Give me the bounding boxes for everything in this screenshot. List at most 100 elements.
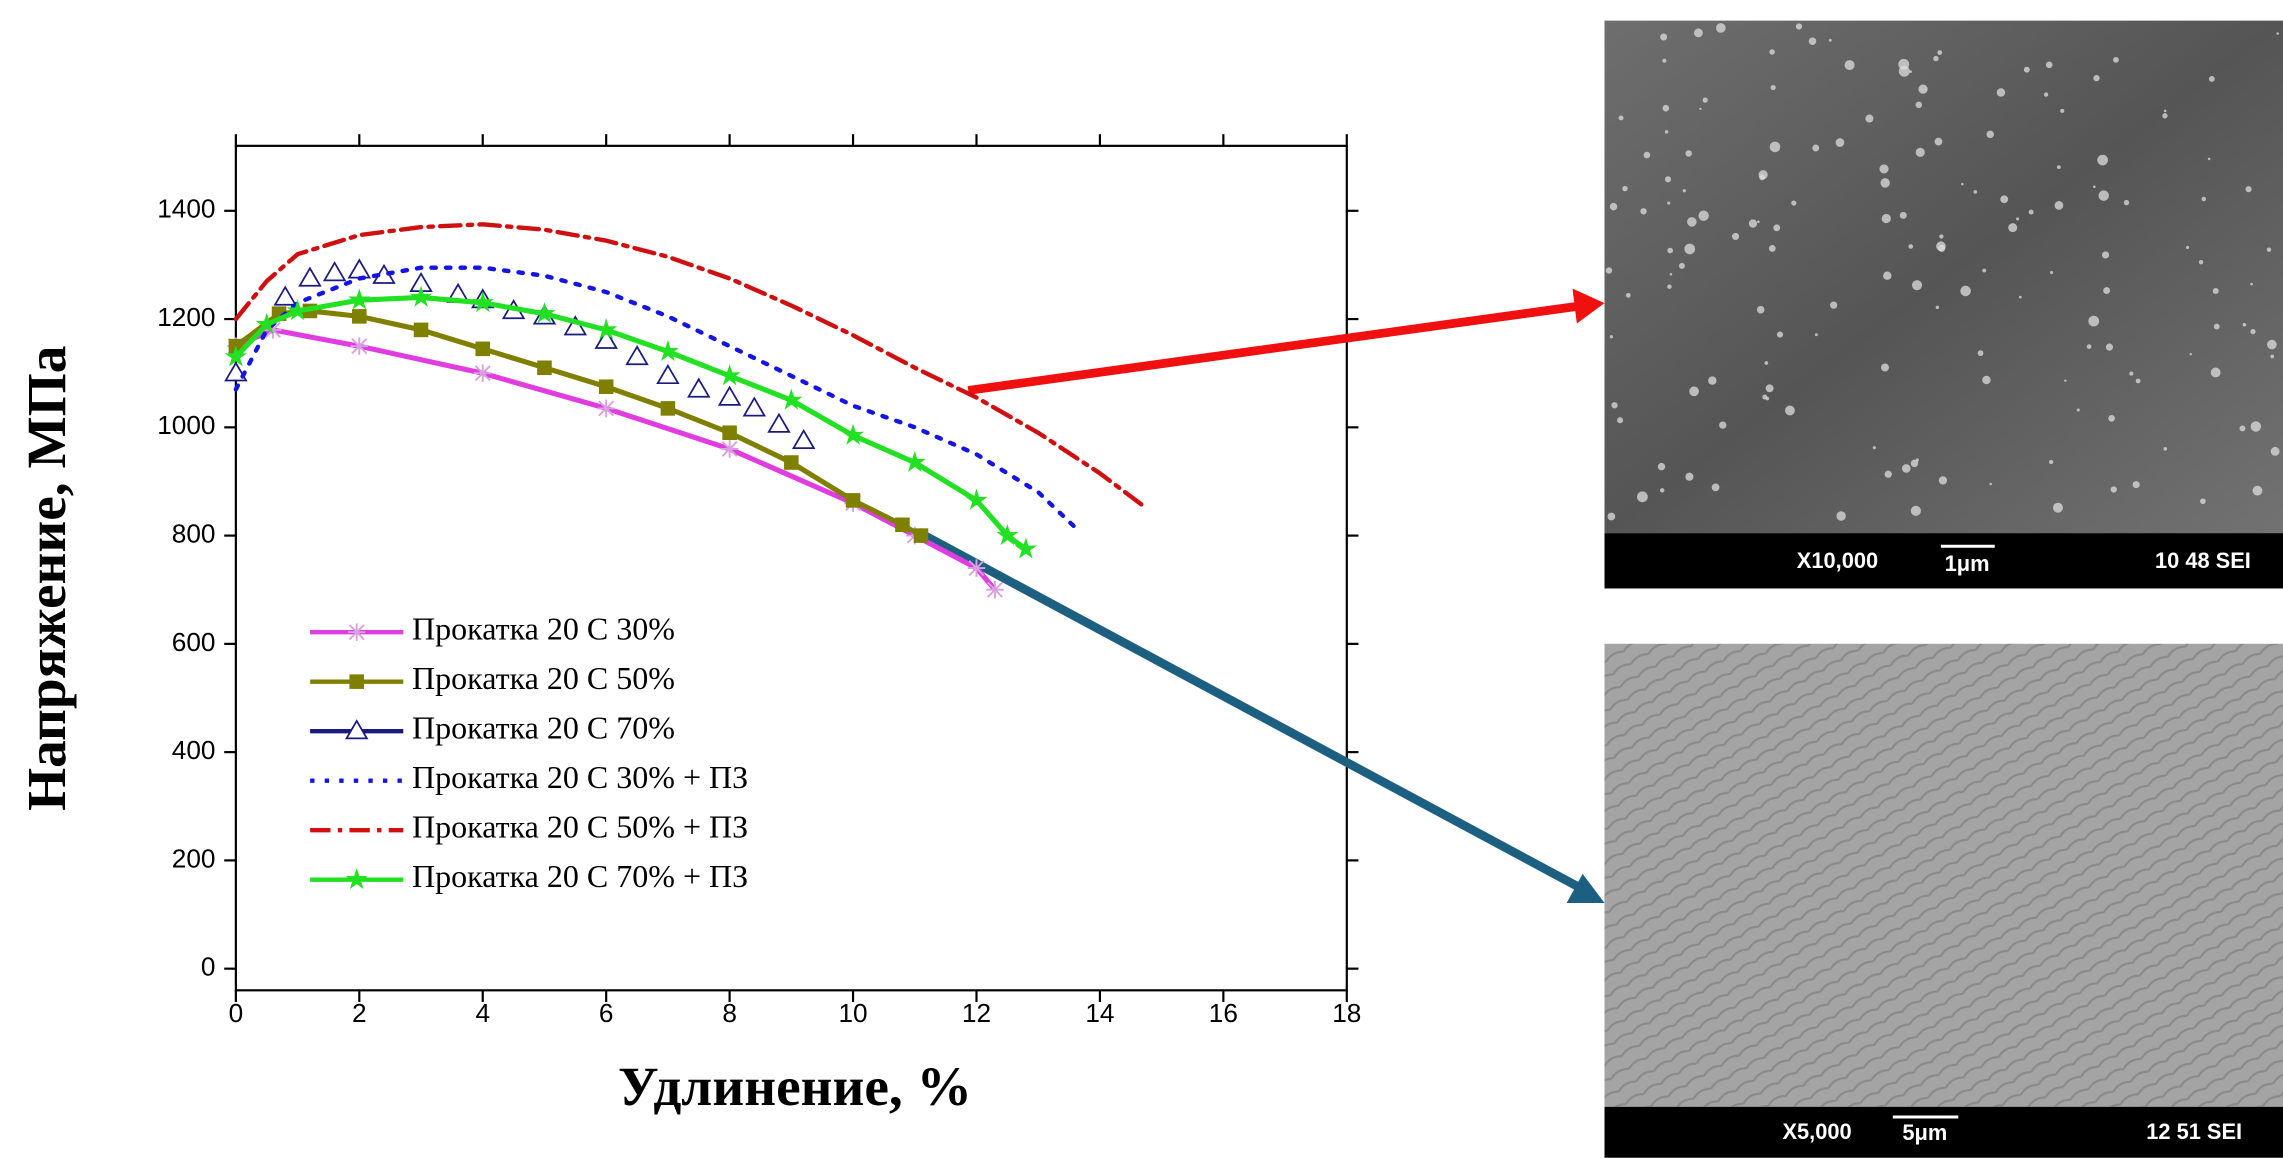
particle [2129, 372, 2133, 376]
scale: 1μm [1945, 551, 1990, 576]
legend-label: Прокатка 20 С 50% + ПЗ [412, 809, 748, 845]
legend-label: Прокатка 20 С 30% + ПЗ [412, 759, 748, 795]
marker [744, 398, 764, 415]
particle [1771, 85, 1776, 90]
x-tick-label: 6 [599, 998, 614, 1028]
particle [1719, 421, 1726, 428]
particle [2019, 296, 2022, 299]
particle [2200, 498, 2206, 504]
particle [1703, 98, 1708, 103]
particle [2186, 246, 2189, 249]
particle [1845, 60, 1855, 70]
arrow [920, 533, 1581, 888]
particle [1757, 306, 1765, 314]
particle [1685, 473, 1693, 481]
particle [1830, 302, 1837, 309]
particle [2099, 190, 2109, 200]
particle [1978, 350, 1984, 356]
y-tick-label: 600 [172, 627, 216, 657]
particle [2251, 421, 2261, 431]
particle [2008, 223, 2017, 232]
particle [1982, 376, 1990, 384]
particle [1987, 131, 1994, 138]
particle [2049, 460, 2053, 464]
x-tick-label: 10 [838, 998, 867, 1028]
particle [2000, 195, 2008, 203]
particle [1708, 376, 1716, 384]
x-tick-label: 2 [352, 998, 367, 1028]
particle [1936, 306, 1939, 309]
particle [1898, 59, 1909, 70]
particle [1698, 210, 1708, 220]
marker [689, 379, 709, 396]
info: 12 51 SEI [2146, 1119, 2242, 1144]
particle [2209, 76, 2215, 82]
particle [2029, 210, 2034, 215]
y-tick-label: 1400 [157, 194, 215, 224]
particle [1908, 244, 1913, 249]
particle [2246, 186, 2252, 192]
marker [597, 400, 614, 417]
sem-image: X5,000 5μm 12 51 SEI [1605, 644, 2283, 1158]
particle [2102, 251, 2109, 258]
marker [348, 623, 365, 640]
marker [661, 401, 676, 416]
particle [2024, 67, 2030, 73]
marker [352, 309, 367, 324]
particle [1881, 364, 1889, 372]
particle [1762, 395, 1767, 400]
x-tick-label: 18 [1332, 998, 1361, 1028]
particle [1791, 201, 1796, 206]
marker [627, 347, 647, 364]
particle [2055, 201, 2064, 210]
particle [1757, 221, 1760, 224]
particle [2106, 344, 2113, 351]
particle [1815, 333, 1818, 336]
marker [721, 440, 738, 457]
particle [2103, 287, 2110, 294]
particle [1885, 471, 1892, 478]
x-tick-label: 8 [722, 998, 737, 1028]
particle [2113, 57, 2119, 63]
particle [1836, 511, 1845, 520]
particle [1685, 150, 1691, 156]
particle [1759, 175, 1765, 181]
particle [1879, 164, 1888, 173]
y-tick-label: 400 [172, 735, 216, 765]
marker [349, 674, 364, 689]
particle [1689, 386, 1699, 396]
particle [2093, 75, 2099, 81]
magnification: X5,000 [1782, 1119, 1851, 1144]
particle [1610, 203, 1617, 210]
particle [2088, 316, 2099, 327]
particle [2213, 288, 2219, 294]
particle [2162, 113, 2167, 118]
particle [1777, 332, 1783, 338]
particle [1637, 491, 1648, 502]
particle [2111, 486, 2117, 492]
particle [2250, 329, 2255, 334]
particle [2060, 109, 2064, 113]
particle [2046, 61, 2053, 68]
marker [846, 493, 861, 508]
particle [2267, 340, 2277, 350]
particle [1607, 513, 1615, 521]
particle [2097, 155, 2108, 166]
particle [2124, 200, 2129, 205]
particle [1961, 183, 1964, 186]
particle [1809, 37, 1817, 45]
particle [1658, 463, 1665, 470]
particle [2253, 486, 2263, 496]
page: Удлинение, % Напряжение, МПа X10,000 1μm… [0, 0, 2283, 1158]
particle [1626, 293, 1631, 298]
particle [2087, 344, 2092, 349]
particle [2190, 353, 2192, 355]
particle [1665, 130, 1669, 134]
marker [300, 268, 320, 285]
marker [842, 424, 864, 445]
particle [1812, 145, 1819, 152]
particle [1829, 39, 1832, 42]
series-line [236, 224, 1143, 505]
particle [1769, 49, 1774, 54]
marker [658, 366, 678, 383]
